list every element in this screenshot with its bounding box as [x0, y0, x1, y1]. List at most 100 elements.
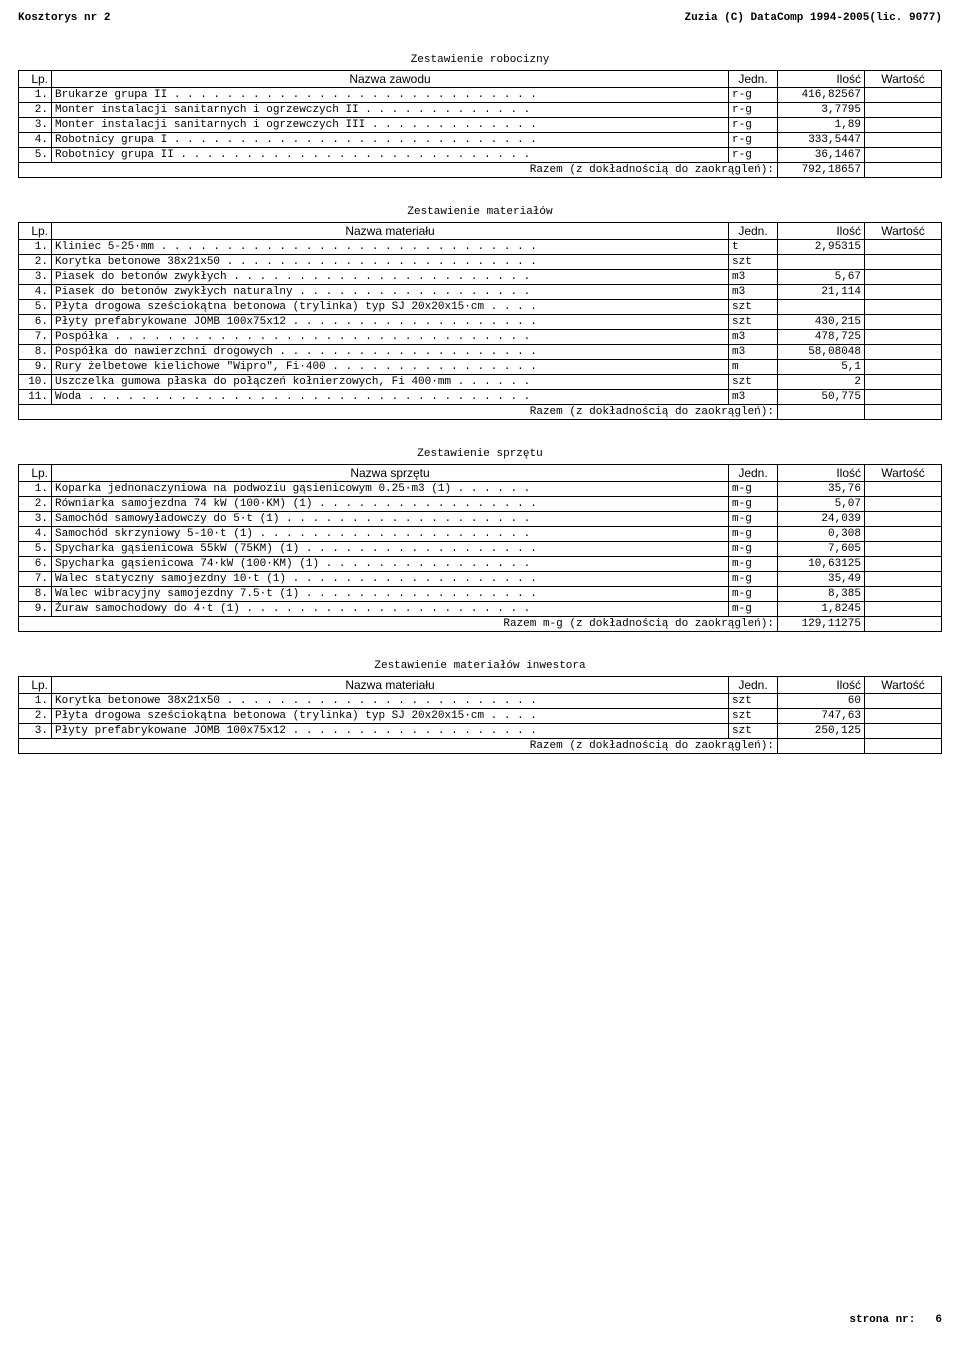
- cell-ilosc: 50,775: [778, 390, 865, 405]
- cell-wartosc: [865, 482, 942, 497]
- cell-lp: 9.: [19, 602, 52, 617]
- cell-lp: 8.: [19, 587, 52, 602]
- cell-jedn: szt: [729, 315, 778, 330]
- cell-jedn: m: [729, 360, 778, 375]
- cell-ilosc: 21,114: [778, 285, 865, 300]
- cell-name: Płyty prefabrykowane JOMB 100x75x12 . . …: [52, 315, 729, 330]
- cell-name: Korytka betonowe 38x21x50 . . . . . . . …: [52, 694, 729, 709]
- table-row: 2.Monter instalacji sanitarnych i ogrzew…: [19, 103, 942, 118]
- cell-jedn: r-g: [729, 118, 778, 133]
- page-header: Kosztorys nr 2 Zuzia (C) DataComp 1994-2…: [18, 12, 942, 24]
- table-row: 3.Piasek do betonów zwykłych . . . . . .…: [19, 270, 942, 285]
- razem-row: Razem (z dokładnością do zaokrągleń):: [19, 739, 942, 754]
- razem-row: Razem (z dokładnością do zaokrągleń):: [19, 405, 942, 420]
- cell-ilosc: 5,07: [778, 497, 865, 512]
- cell-name: Rury żelbetowe kielichowe "Wipro", Fi·40…: [52, 360, 729, 375]
- cell-name: Żuraw samochodowy do 4·t (1) . . . . . .…: [52, 602, 729, 617]
- cell-wartosc: [865, 118, 942, 133]
- cell-lp: 2.: [19, 255, 52, 270]
- table-row: 1.Korytka betonowe 38x21x50 . . . . . . …: [19, 694, 942, 709]
- table-row: 11.Woda . . . . . . . . . . . . . . . . …: [19, 390, 942, 405]
- cell-lp: 4.: [19, 285, 52, 300]
- razem-label: Razem (z dokładnością do zaokrągleń):: [19, 405, 778, 420]
- table-row: 1.Koparka jednonaczyniowa na podwoziu gą…: [19, 482, 942, 497]
- cell-name: Pospółka do nawierzchni drogowych . . . …: [52, 345, 729, 360]
- section-title: Zestawienie sprzętu: [18, 448, 942, 460]
- table-row: 7.Walec statyczny samojezdny 10·t (1) . …: [19, 572, 942, 587]
- cell-ilosc: 35,76: [778, 482, 865, 497]
- cell-lp: 8.: [19, 345, 52, 360]
- table-row: 8.Pospółka do nawierzchni drogowych . . …: [19, 345, 942, 360]
- cell-jedn: m-g: [729, 497, 778, 512]
- cell-name: Korytka betonowe 38x21x50 . . . . . . . …: [52, 255, 729, 270]
- cell-name: Samochód skrzyniowy 5-10·t (1) . . . . .…: [52, 527, 729, 542]
- cell-name: Piasek do betonów zwykłych naturalny . .…: [52, 285, 729, 300]
- cell-lp: 7.: [19, 572, 52, 587]
- col-header-ilosc: Ilość: [778, 677, 865, 694]
- cell-lp: 1.: [19, 240, 52, 255]
- page-footer: strona nr: 6: [18, 1314, 942, 1326]
- cell-wartosc: [865, 497, 942, 512]
- header-left: Kosztorys nr 2: [18, 12, 110, 24]
- razem-wartosc: [865, 163, 942, 178]
- cell-ilosc: 1,8245: [778, 602, 865, 617]
- cell-name: Woda . . . . . . . . . . . . . . . . . .…: [52, 390, 729, 405]
- cell-ilosc: 24,039: [778, 512, 865, 527]
- cell-name: Uszczelka gumowa płaska do połączeń kołn…: [52, 375, 729, 390]
- table-row: 3.Płyty prefabrykowane JOMB 100x75x12 . …: [19, 724, 942, 739]
- cell-jedn: m3: [729, 285, 778, 300]
- cell-wartosc: [865, 255, 942, 270]
- cell-jedn: t: [729, 240, 778, 255]
- razem-label: Razem (z dokładnością do zaokrągleń):: [19, 739, 778, 754]
- cell-ilosc: 1,89: [778, 118, 865, 133]
- cell-ilosc: 430,215: [778, 315, 865, 330]
- cell-wartosc: [865, 572, 942, 587]
- col-header-ilosc: Ilość: [778, 71, 865, 88]
- cell-lp: 4.: [19, 527, 52, 542]
- table-row: 9.Rury żelbetowe kielichowe "Wipro", Fi·…: [19, 360, 942, 375]
- cell-lp: 6.: [19, 315, 52, 330]
- data-table: Lp.Nazwa zawoduJedn.IlośćWartość1.Brukar…: [18, 70, 942, 178]
- cell-jedn: m3: [729, 330, 778, 345]
- cell-wartosc: [865, 709, 942, 724]
- cell-wartosc: [865, 694, 942, 709]
- cell-wartosc: [865, 724, 942, 739]
- table-row: 1.Kliniec 5-25·mm . . . . . . . . . . . …: [19, 240, 942, 255]
- razem-value: [778, 739, 865, 754]
- footer-label: strona nr:: [849, 1314, 915, 1326]
- cell-name: Monter instalacji sanitarnych i ogrzewcz…: [52, 118, 729, 133]
- table-row: 6.Płyty prefabrykowane JOMB 100x75x12 . …: [19, 315, 942, 330]
- cell-lp: 3.: [19, 118, 52, 133]
- col-header-ilosc: Ilość: [778, 465, 865, 482]
- cell-jedn: m-g: [729, 542, 778, 557]
- razem-wartosc: [865, 617, 942, 632]
- table-row: 6.Spycharka gąsienicowa 74·kW (100·KM) (…: [19, 557, 942, 572]
- table-row: 4.Robotnicy grupa I . . . . . . . . . . …: [19, 133, 942, 148]
- cell-ilosc: 747,63: [778, 709, 865, 724]
- cell-ilosc: 416,82567: [778, 88, 865, 103]
- razem-label: Razem m-g (z dokładnością do zaokrągleń)…: [19, 617, 778, 632]
- cell-jedn: r-g: [729, 148, 778, 163]
- cell-lp: 4.: [19, 133, 52, 148]
- table-row: 2.Równiarka samojezdna 74 kW (100·KM) (1…: [19, 497, 942, 512]
- cell-name: Monter instalacji sanitarnych i ogrzewcz…: [52, 103, 729, 118]
- cell-lp: 1.: [19, 482, 52, 497]
- razem-value: 129,11275: [778, 617, 865, 632]
- cell-lp: 3.: [19, 724, 52, 739]
- cell-lp: 2.: [19, 103, 52, 118]
- col-header-lp: Lp.: [19, 677, 52, 694]
- cell-lp: 1.: [19, 88, 52, 103]
- table-row: 9.Żuraw samochodowy do 4·t (1) . . . . .…: [19, 602, 942, 617]
- table-row: 3.Monter instalacji sanitarnych i ogrzew…: [19, 118, 942, 133]
- cell-ilosc: 3,7795: [778, 103, 865, 118]
- cell-lp: 6.: [19, 557, 52, 572]
- cell-wartosc: [865, 512, 942, 527]
- cell-wartosc: [865, 345, 942, 360]
- section-title: Zestawienie materiałów inwestora: [18, 660, 942, 672]
- col-header-name: Nazwa zawodu: [52, 71, 729, 88]
- cell-ilosc: 2,95315: [778, 240, 865, 255]
- cell-jedn: m-g: [729, 587, 778, 602]
- col-header-lp: Lp.: [19, 465, 52, 482]
- cell-wartosc: [865, 148, 942, 163]
- cell-wartosc: [865, 300, 942, 315]
